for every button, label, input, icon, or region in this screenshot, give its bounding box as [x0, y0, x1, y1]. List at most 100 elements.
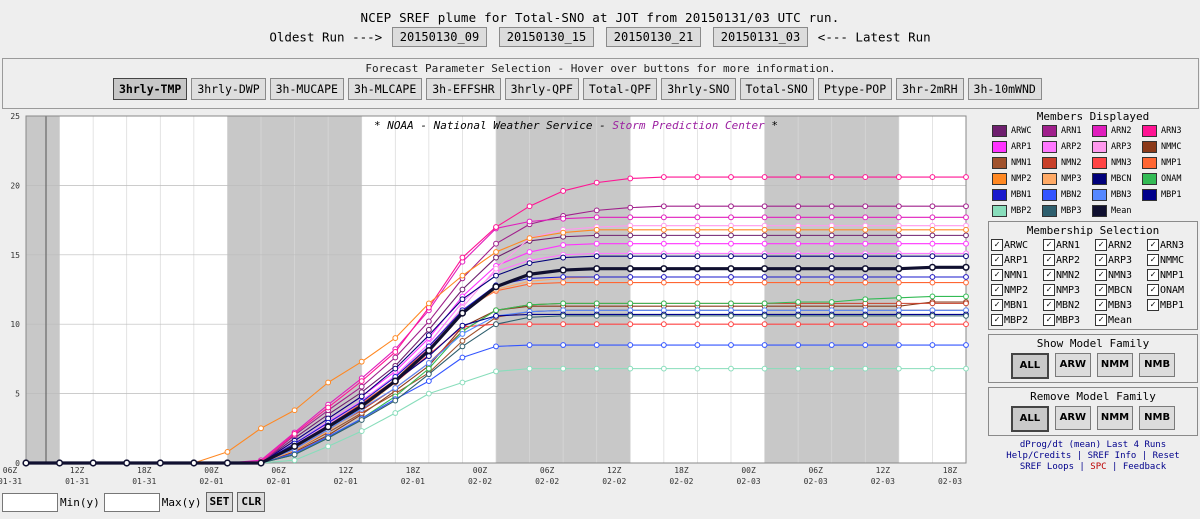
param-button-3hrly-tmp[interactable]: 3hrly-TMP: [113, 78, 188, 100]
member-checkbox-item[interactable]: ✓ MBCN: [1095, 284, 1147, 296]
member-checkbox-item[interactable]: ✓ NMP2: [991, 284, 1043, 296]
min-y-input[interactable]: [2, 492, 58, 512]
member-checkbox-item[interactable]: ✓ NMMC: [1147, 254, 1199, 266]
members-header: Members Displayed: [1036, 110, 1150, 123]
member-checkbox-item[interactable]: ✓ NMN3: [1095, 269, 1147, 281]
remove-nmb-button[interactable]: NMB: [1139, 406, 1176, 430]
run-button-3[interactable]: 20150130_21: [605, 27, 702, 47]
data-point: [593, 300, 600, 307]
checkbox-checked-icon[interactable]: ✓: [1043, 269, 1055, 281]
member-checkbox-item[interactable]: ✓ ARP1: [991, 254, 1043, 266]
spc-link[interactable]: SPC: [1090, 462, 1107, 472]
member-checkbox-item[interactable]: ✓ ARN1: [1043, 239, 1095, 251]
sref-loops-link[interactable]: SREF Loops: [1019, 462, 1075, 472]
member-checkbox-item[interactable]: ✓ MBP2: [991, 314, 1043, 326]
checkbox-label: ONAM: [1160, 284, 1185, 296]
checkbox-checked-icon[interactable]: ✓: [1043, 254, 1055, 266]
remove-all-button[interactable]: ALL: [1010, 406, 1049, 432]
checkbox-checked-icon[interactable]: ✓: [991, 299, 1003, 311]
checkbox-checked-icon[interactable]: ✓: [1147, 254, 1159, 266]
member-checkbox-item[interactable]: ✓ MBN3: [1095, 299, 1147, 311]
param-button-3h-mucape[interactable]: 3h-MUCAPE: [269, 78, 344, 100]
run-button-1[interactable]: 20150130_09: [391, 27, 488, 47]
checkbox-checked-icon[interactable]: ✓: [1043, 299, 1055, 311]
param-button-3hrly-sno[interactable]: 3hrly-SNO: [661, 78, 736, 100]
member-checkbox-item[interactable]: ✓ NMP3: [1043, 284, 1095, 296]
member-checkbox-item[interactable]: ✓ Mean: [1095, 314, 1147, 326]
show-nmm-button[interactable]: NMM: [1096, 353, 1134, 377]
param-button-3hrly-dwp[interactable]: 3hrly-DWP: [191, 78, 266, 100]
checkbox-checked-icon[interactable]: ✓: [1043, 284, 1055, 296]
member-checkbox-item[interactable]: ✓ NMN1: [991, 269, 1043, 281]
show-all-button[interactable]: ALL: [1010, 353, 1049, 379]
data-point: [593, 253, 600, 260]
data-point: [660, 300, 667, 307]
data-point: [358, 428, 365, 434]
help-link[interactable]: Help/Credits: [1006, 451, 1072, 461]
dprog-link[interactable]: dProg/dt (mean) Last 4 Runs: [1019, 440, 1167, 450]
checkbox-checked-icon[interactable]: ✓: [1095, 284, 1107, 296]
checkbox-checked-icon[interactable]: ✓: [991, 269, 1003, 281]
data-point: [895, 274, 902, 280]
data-point: [963, 312, 969, 319]
member-checkbox-item[interactable]: ✓ MBN2: [1043, 299, 1095, 311]
checkbox-checked-icon[interactable]: ✓: [1147, 284, 1159, 296]
member-checkbox-item[interactable]: ✓ ONAM: [1147, 284, 1199, 296]
remove-arw-button[interactable]: ARW: [1054, 406, 1091, 430]
member-checkbox-item[interactable]: ✓ ARN3: [1147, 239, 1199, 251]
checkbox-checked-icon[interactable]: ✓: [991, 239, 1003, 251]
chart-title: * NOAA - National Weather Service - Stor…: [374, 119, 778, 132]
sref-info-link[interactable]: SREF Info: [1087, 451, 1137, 461]
checkbox-checked-icon[interactable]: ✓: [1095, 314, 1107, 326]
reset-link[interactable]: Reset: [1152, 451, 1180, 461]
member-checkbox-item[interactable]: ✓ ARP3: [1095, 254, 1147, 266]
checkbox-checked-icon[interactable]: ✓: [991, 314, 1003, 326]
param-button-total-sno[interactable]: Total-SNO: [739, 78, 814, 100]
param-button-3h-mlcape[interactable]: 3h-MLCAPE: [347, 78, 423, 100]
feedback-link[interactable]: Feedback: [1122, 462, 1167, 472]
latest-run-label: <--- Latest Run: [817, 29, 931, 45]
member-checkbox-item[interactable]: ✓ ARN2: [1095, 239, 1147, 251]
set-button[interactable]: SET: [205, 492, 234, 512]
data-point: [425, 371, 432, 378]
checkbox-checked-icon[interactable]: ✓: [1043, 314, 1055, 326]
legend-label: MBN3: [1111, 190, 1132, 200]
member-checkbox-item[interactable]: ✓ MBN1: [991, 299, 1043, 311]
member-checkbox-item[interactable]: ✓ MBP1: [1147, 299, 1199, 311]
param-button-3h-effshr[interactable]: 3h-EFFSHR: [426, 78, 501, 100]
checkbox-checked-icon[interactable]: ✓: [1095, 269, 1107, 281]
member-checkbox-item[interactable]: ✓ NMN2: [1043, 269, 1095, 281]
checkbox-checked-icon[interactable]: ✓: [1147, 239, 1159, 251]
data-point: [526, 218, 533, 225]
data-point: [929, 214, 936, 221]
remove-nmm-button[interactable]: NMM: [1096, 406, 1134, 430]
param-button-total-qpf[interactable]: Total-QPF: [582, 78, 658, 100]
checkbox-checked-icon[interactable]: ✓: [991, 284, 1003, 296]
x-tick-hour-label: 18Z: [943, 466, 958, 475]
member-checkbox-item[interactable]: ✓ ARWC: [991, 239, 1043, 251]
checkbox-checked-icon[interactable]: ✓: [1147, 299, 1159, 311]
member-checkbox-item[interactable]: ✓ NMP1: [1147, 269, 1199, 281]
member-checkbox-item[interactable]: ✓ ARP2: [1043, 254, 1095, 266]
param-button-3h-10mwnd[interactable]: 3h-10mWND: [967, 78, 1042, 100]
checkbox-checked-icon[interactable]: ✓: [1147, 269, 1159, 281]
checkbox-checked-icon[interactable]: ✓: [1095, 299, 1107, 311]
param-button-3hr-2mrh[interactable]: 3hr-2mRH: [896, 78, 964, 100]
param-button-3hrly-qpf[interactable]: 3hrly-QPF: [504, 78, 579, 100]
checkbox-checked-icon[interactable]: ✓: [1095, 239, 1107, 251]
max-y-input[interactable]: [103, 492, 160, 512]
show-arw-button[interactable]: ARW: [1054, 353, 1091, 377]
run-button-4[interactable]: 20150131_03: [712, 27, 809, 47]
checkbox-label: NMN1: [1004, 269, 1029, 281]
param-button-ptype-pop[interactable]: Ptype-POP: [817, 78, 893, 100]
data-point: [828, 342, 835, 348]
show-nmb-button[interactable]: NMB: [1139, 353, 1176, 377]
data-point: [459, 379, 466, 386]
checkbox-checked-icon[interactable]: ✓: [1095, 254, 1107, 266]
member-checkbox-item[interactable]: ✓ MBP3: [1043, 314, 1095, 326]
checkbox-checked-icon[interactable]: ✓: [1043, 239, 1055, 251]
run-button-2[interactable]: 20150130_15: [498, 27, 595, 47]
checkbox-label: NMP1: [1160, 269, 1185, 281]
checkbox-checked-icon[interactable]: ✓: [991, 254, 1003, 266]
clear-button[interactable]: CLR: [237, 492, 266, 512]
